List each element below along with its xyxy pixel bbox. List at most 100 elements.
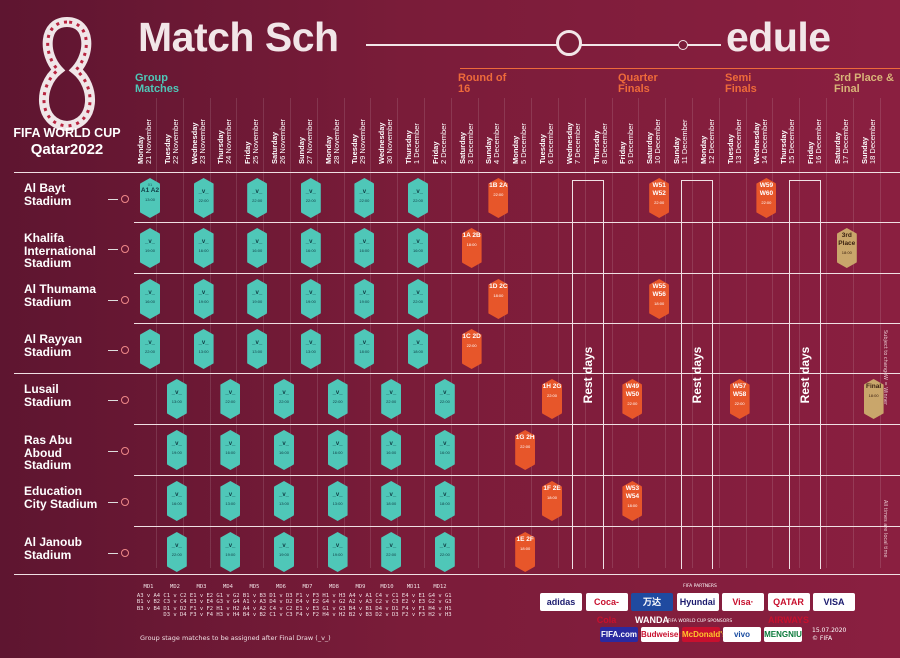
match-1[interactable]: _v_ 22:00 [193, 178, 214, 218]
date-20: Sunday 11 December [672, 98, 689, 164]
match-teams: _v_ [278, 390, 289, 396]
match-28[interactable]: _v_ 13:00 [300, 329, 321, 369]
match-teams: _v_ [144, 340, 155, 346]
match-46[interactable]: _v_ 16:00 [381, 430, 402, 470]
sponsor-logo: vivo [723, 627, 761, 642]
match-time: 16:00 [144, 299, 155, 304]
match-63[interactable]: 1E 2F 18:00 [515, 532, 536, 572]
title-left: Match Sch [138, 14, 339, 60]
match-38[interactable]: 1H 2G 22:00 [542, 379, 562, 419]
match-37[interactable]: _v_ 22:00 [434, 379, 455, 419]
matchday-pair: E1 v E2 [189, 592, 214, 599]
date-text: 27 November [304, 118, 314, 164]
match-time: 16:00 [359, 248, 370, 253]
match-47[interactable]: _v_ 16:00 [434, 430, 455, 470]
match-8[interactable]: W59 W60 22:00 [756, 178, 777, 218]
match-57[interactable]: _v_ 22:00 [166, 532, 187, 572]
match-25[interactable]: _v_ 22:00 [140, 329, 160, 369]
match-27[interactable]: _v_ 13:00 [247, 329, 268, 369]
match-14[interactable]: _v_ 16:00 [408, 228, 428, 268]
matchday-pair: E3 v E4 [189, 599, 214, 605]
match-teams: _v_ [171, 543, 182, 549]
date-12: Saturday 3 December [458, 98, 475, 164]
match-43[interactable]: _v_ 16:00 [220, 430, 241, 470]
matchday-pair: F1 v F2 [189, 605, 214, 612]
match-53[interactable]: _v_ 18:00 [381, 481, 402, 521]
matchday-pair: B4 v B1 [348, 605, 373, 612]
match-22[interactable]: _v_ 22:00 [408, 279, 428, 319]
date-label: Sunday 11 December [672, 120, 689, 164]
matchday-pair: B2 v B3 [348, 612, 373, 618]
match-45[interactable]: _v_ 16:00 [327, 430, 348, 470]
match-55[interactable]: 1F 2E 18:00 [542, 481, 562, 521]
match-6[interactable]: 1B 2A 22:00 [488, 178, 509, 218]
match-29[interactable]: _v_ 18:00 [354, 329, 375, 369]
match-17[interactable]: _v_ 16:00 [140, 279, 160, 319]
match-teams: _v_ [359, 239, 370, 245]
matchday-pair: E4 v E1 [401, 592, 426, 599]
match-13[interactable]: _v_ 16:00 [354, 228, 375, 268]
matchday-1: MD2 C1 v C2 C3 v C4 D1 v D2 D3 v D4 [162, 584, 189, 619]
match-12[interactable]: _v_ 16:00 [300, 228, 321, 268]
match-0[interactable]: 01 A1 A2 13:00 [140, 178, 160, 218]
match-61[interactable]: _v_ 22:00 [381, 532, 402, 572]
match-33[interactable]: _v_ 22:00 [220, 379, 241, 419]
match-59[interactable]: _v_ 19:00 [274, 532, 294, 572]
match-56[interactable]: W53 W54 18:00 [622, 481, 643, 521]
match-teams: 1A 2B [462, 232, 481, 239]
match-2[interactable]: _v_ 22:00 [247, 178, 268, 218]
matchday-pair: G4 v G1 [428, 592, 452, 599]
match-49[interactable]: _v_ 16:00 [166, 481, 187, 521]
date-0: Monday 21 November [136, 98, 153, 164]
date-14: Monday 5 December [511, 98, 528, 164]
match-19[interactable]: _v_ 19:00 [247, 279, 268, 319]
match-35[interactable]: _v_ 22:00 [327, 379, 348, 419]
match-41[interactable]: Final 18:00 [863, 379, 884, 419]
date-text: 21 November [143, 118, 153, 164]
date-label: Wednesday 14 December [752, 119, 769, 164]
match-40[interactable]: W57 W58 22:00 [729, 379, 750, 419]
match-7[interactable]: W51 W52 22:00 [649, 178, 670, 218]
date-text: 4 December [491, 123, 501, 164]
match-3[interactable]: _v_ 22:00 [300, 178, 321, 218]
match-15[interactable]: 1A 2B 18:00 [461, 228, 482, 268]
match-23[interactable]: 1D 2C 18:00 [488, 279, 509, 319]
match-time: 16:00 [278, 450, 289, 455]
match-18[interactable]: _v_ 19:00 [193, 279, 214, 319]
match-31[interactable]: 1C 2D 22:00 [461, 329, 482, 369]
row-divider [134, 475, 900, 476]
match-11[interactable]: _v_ 16:00 [247, 228, 268, 268]
matchday-title: MD12 [433, 584, 447, 590]
match-21[interactable]: _v_ 19:00 [354, 279, 375, 319]
date-text: 13 December [733, 118, 743, 164]
match-30[interactable]: _v_ 18:00 [408, 329, 428, 369]
match-26[interactable]: _v_ 13:00 [193, 329, 214, 369]
match-16[interactable]: 3rd Place 18:00 [836, 228, 857, 268]
match-52[interactable]: _v_ 13:00 [327, 481, 348, 521]
date-text: 25 November [250, 118, 260, 164]
match-34[interactable]: _v_ 22:00 [274, 379, 294, 419]
match-50[interactable]: _v_ 13:00 [220, 481, 241, 521]
matchday-pair: C1 v C2 [163, 592, 187, 599]
match-5[interactable]: _v_ 22:00 [408, 178, 428, 218]
date-text: 12 December [706, 118, 716, 164]
match-44[interactable]: _v_ 16:00 [274, 430, 294, 470]
match-10[interactable]: _v_ 16:00 [193, 228, 214, 268]
match-62[interactable]: _v_ 22:00 [434, 532, 455, 572]
match-36[interactable]: _v_ 22:00 [381, 379, 402, 419]
match-51[interactable]: _v_ 13:00 [274, 481, 294, 521]
match-39[interactable]: W49 W50 22:00 [622, 379, 643, 419]
match-48[interactable]: 1G 2H 22:00 [515, 430, 536, 470]
match-58[interactable]: _v_ 19:00 [220, 532, 241, 572]
match-24[interactable]: W55 W56 18:00 [649, 279, 670, 319]
match-time: 13:00 [332, 501, 343, 506]
match-54[interactable]: _v_ 18:00 [434, 481, 455, 521]
match-time: 16:00 [198, 248, 209, 253]
match-9[interactable]: _v_ 19:00 [140, 228, 160, 268]
date-label: Tuesday 22 November [163, 119, 180, 164]
match-42[interactable]: _v_ 19:00 [166, 430, 187, 470]
match-32[interactable]: _v_ 13:00 [166, 379, 187, 419]
match-4[interactable]: _v_ 22:00 [354, 178, 375, 218]
match-20[interactable]: _v_ 19:00 [300, 279, 321, 319]
match-60[interactable]: _v_ 19:00 [327, 532, 348, 572]
